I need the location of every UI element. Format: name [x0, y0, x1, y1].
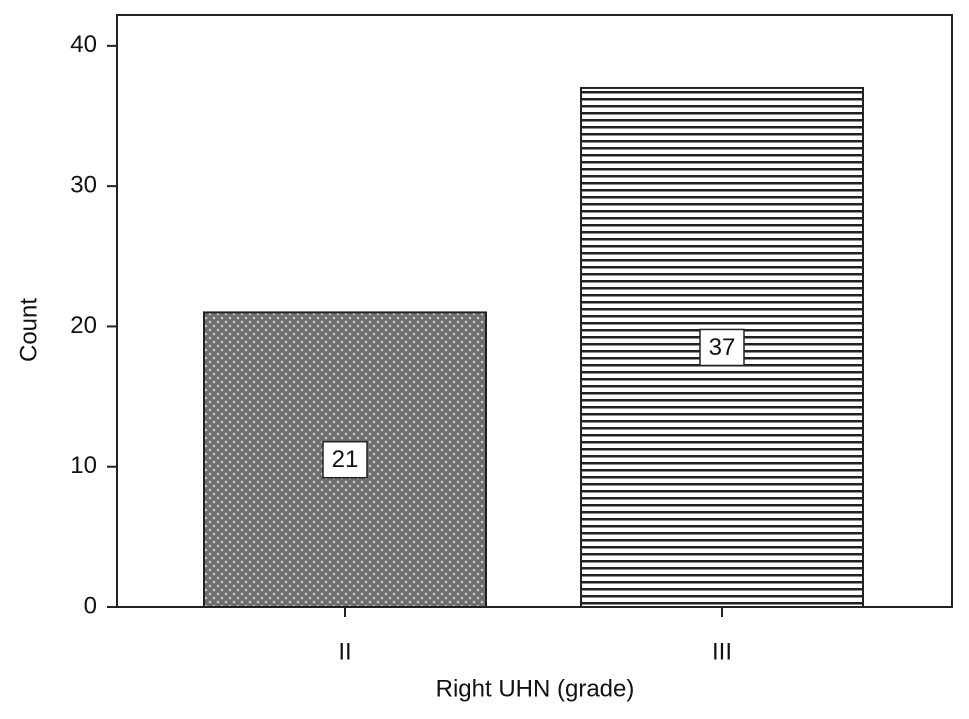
- data-label-box: [322, 440, 368, 479]
- y-tick-label: 30: [70, 171, 97, 198]
- plot-frame: [116, 14, 953, 608]
- data-label-box: [699, 328, 745, 367]
- y-axis-label: Count: [15, 298, 42, 362]
- y-tick-label: 0: [84, 592, 97, 619]
- y-tick-label: 20: [70, 312, 97, 339]
- data-label: 37: [709, 334, 736, 361]
- y-tick-label: 10: [70, 452, 97, 479]
- y-tick-label: 40: [70, 31, 97, 58]
- x-tick-label: III: [712, 638, 732, 665]
- x-tick-label: II: [338, 638, 351, 665]
- data-label: 21: [332, 446, 359, 473]
- x-axis-label: Right UHN (grade): [436, 675, 635, 702]
